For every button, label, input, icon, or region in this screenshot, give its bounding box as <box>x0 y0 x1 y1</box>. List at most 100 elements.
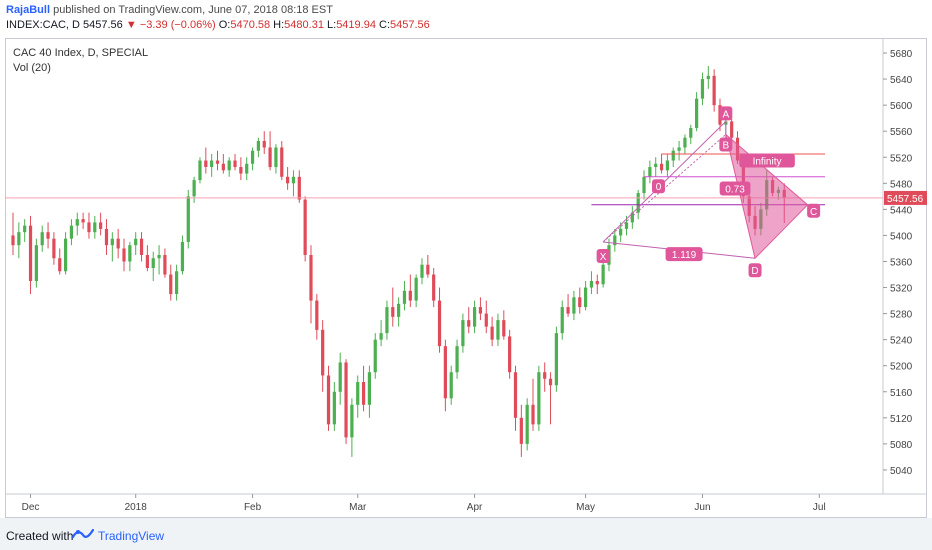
time-tick-label: Dec <box>22 502 40 513</box>
last-price-badge-text: 5457.56 <box>887 194 924 205</box>
candle-down <box>52 238 56 259</box>
candle-up <box>367 372 372 405</box>
candle-down <box>139 238 144 255</box>
price-tick-label: 5360 <box>890 257 913 268</box>
candle-down <box>478 307 483 314</box>
price-tick-label: 5240 <box>890 336 913 347</box>
ohlc-readout: INDEX:CAC, D 5457.56 ▼ −3.39 (−0.06%) O:… <box>6 19 430 31</box>
candle-down <box>548 378 553 386</box>
candle-up <box>700 79 705 99</box>
candle-down <box>712 75 716 106</box>
candle-up <box>93 222 97 233</box>
candle-up <box>619 228 623 236</box>
open-value: 5470.58 <box>230 19 271 31</box>
candle-up <box>677 147 681 151</box>
candle-down <box>262 140 266 148</box>
price-tick-label: 5680 <box>890 49 913 60</box>
candle-down <box>268 147 272 168</box>
price-tick-label: 5160 <box>890 388 913 399</box>
time-tick-label: Jun <box>694 502 710 513</box>
candle-up <box>636 193 640 213</box>
pattern-label-c-bg <box>807 203 821 218</box>
price-tick-label: 5560 <box>890 127 913 138</box>
candle-down <box>163 254 167 275</box>
candle-up <box>414 277 418 301</box>
candle-down <box>543 372 547 379</box>
candle-up <box>75 219 79 226</box>
candle-up <box>274 147 278 168</box>
time-tick-label: Feb <box>244 502 262 513</box>
candle-down <box>239 167 243 174</box>
candle-down <box>309 254 313 301</box>
price-tick-label: 5080 <box>890 440 913 451</box>
candle-up <box>525 404 529 444</box>
candle-up <box>373 339 377 373</box>
price-chart[interactable]: 5040 5080 5120 5160 5200 5240 5280 5320 5360 5400… <box>5 38 927 518</box>
symbol-label: INDEX:CAC, D <box>6 19 80 31</box>
candle-down <box>104 228 109 246</box>
candle-up <box>449 372 453 399</box>
pattern-label-d: D <box>751 266 758 277</box>
candle-up <box>385 307 389 334</box>
publish-text: published on TradingView.com, June 07, 2… <box>50 4 333 16</box>
candle-up <box>110 238 114 246</box>
pattern-ratio-xb: 0 <box>656 182 662 193</box>
candle-up <box>379 333 383 340</box>
candle-up <box>332 391 336 425</box>
price-tick-label: 5320 <box>890 284 913 295</box>
candle-down <box>81 219 85 223</box>
candle-down <box>204 160 208 168</box>
candle-down <box>659 163 664 171</box>
candle-up <box>472 307 477 327</box>
price-tick-label: 5280 <box>890 310 913 321</box>
candle-down <box>326 375 331 425</box>
candle-down <box>169 274 173 295</box>
candle-down <box>233 160 237 168</box>
candle-up <box>17 232 21 246</box>
tradingview-logo-icon[interactable] <box>72 527 94 541</box>
price-tick-label: 5600 <box>890 101 913 112</box>
price-tick-label: 5480 <box>890 179 913 190</box>
pattern-label-x-bg <box>596 248 610 263</box>
candle-down <box>578 297 582 308</box>
candle-down <box>484 313 488 327</box>
candle-down <box>221 163 225 171</box>
candle-down <box>286 176 290 184</box>
pattern-ratio-xd-bg <box>665 247 703 262</box>
candle-up <box>250 150 255 164</box>
candle-down <box>443 346 447 399</box>
candle-down <box>122 248 126 262</box>
low-value: 5419.94 <box>336 19 376 31</box>
candle-down <box>11 235 15 246</box>
candle-down <box>531 404 535 425</box>
price-tick-label: 5200 <box>890 362 913 373</box>
candle-up <box>134 238 138 246</box>
candle-down <box>87 222 91 233</box>
tradingview-brand-link[interactable]: TradingView <box>98 529 165 543</box>
candle-up <box>537 372 541 425</box>
candle-up <box>40 232 44 246</box>
candle-down <box>215 160 220 164</box>
price-tick-label: 5120 <box>890 414 913 425</box>
volume-legend[interactable]: Vol (20) <box>13 62 51 74</box>
candle-down <box>467 320 471 327</box>
candle-down <box>432 274 436 301</box>
candle-up <box>245 163 249 174</box>
candle-up <box>157 254 161 259</box>
candle-down <box>344 362 348 438</box>
author-link[interactable]: RajaBull <box>6 4 51 16</box>
candle-up <box>34 245 38 282</box>
candle-up <box>338 362 342 392</box>
pattern-ratio-xb-bg <box>651 179 665 194</box>
candle-down <box>99 222 103 229</box>
candle-up <box>180 241 185 272</box>
candle-up <box>683 137 687 148</box>
candle-up <box>583 287 588 308</box>
price-tick-label: 5040 <box>890 466 913 477</box>
last-price: 5457.56 <box>83 19 123 31</box>
candle-down <box>321 329 325 376</box>
chart-legend-title[interactable]: CAC 40 Index, D, SPECIAL <box>13 47 149 59</box>
candle-up <box>461 320 465 347</box>
pattern-label-d-bg <box>748 263 762 278</box>
time-tick-label: Apr <box>467 502 483 513</box>
